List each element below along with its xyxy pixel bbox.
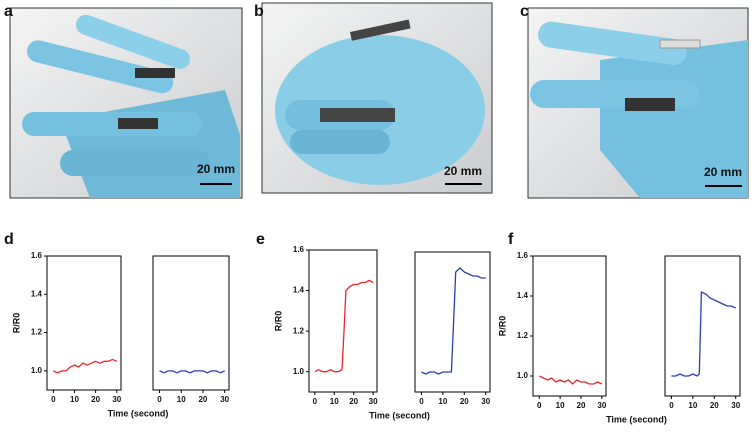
scale-bar-label: 20 mm <box>704 165 742 179</box>
x-tick-label: 0 <box>313 397 318 406</box>
x-tick-label: 10 <box>330 397 339 406</box>
x-tick-label: 0 <box>537 401 542 410</box>
x-tick-label: 10 <box>438 397 447 406</box>
y-tick-label: 1.2 <box>293 326 305 335</box>
y-axis-label: R/R0 <box>273 311 283 332</box>
panel-label: f <box>508 231 514 248</box>
x-tick-label: 30 <box>731 401 740 410</box>
y-tick-label: 1.6 <box>517 251 529 260</box>
x-tick-label: 10 <box>177 395 186 404</box>
x-tick-label: 30 <box>597 401 606 410</box>
plot-frame <box>46 255 122 391</box>
panel-label: e <box>256 231 265 248</box>
y-axis-label: R/R0 <box>497 316 507 337</box>
y-tick-label: 1.6 <box>31 251 43 260</box>
x-tick-label: 20 <box>710 401 719 410</box>
y-axis-label: R/R0 <box>11 313 21 334</box>
y-tick-label: 1.0 <box>293 367 305 376</box>
plot-frame <box>532 255 607 397</box>
x-tick-label: 30 <box>220 395 229 404</box>
panel-label: a <box>4 3 13 20</box>
x-tick-label: 20 <box>198 395 207 404</box>
x-axis-label: Time (second) <box>606 414 667 424</box>
y-tick-label: 1.4 <box>31 289 43 298</box>
photo-c <box>527 7 749 199</box>
x-tick-label: 0 <box>419 397 424 406</box>
y-tick-label: 1.4 <box>293 286 305 295</box>
scale-bar-label: 20 mm <box>444 164 482 178</box>
data-line <box>53 358 118 374</box>
y-tick-label: 1.2 <box>517 331 529 340</box>
x-tick-label: 20 <box>460 397 469 406</box>
y-tick-label: 1.6 <box>293 245 305 254</box>
plot-frame <box>414 251 491 393</box>
x-tick-label: 0 <box>157 395 162 404</box>
photo-b <box>261 2 493 194</box>
x-tick-label: 20 <box>349 397 358 406</box>
x-tick-label: 0 <box>669 401 674 410</box>
y-tick-label: 1.0 <box>31 366 43 375</box>
panel-label: c <box>520 3 529 20</box>
y-tick-label: 1.4 <box>517 291 529 300</box>
x-tick-label: 0 <box>51 395 56 404</box>
panel-label: b <box>254 3 264 20</box>
plot-frame <box>308 249 378 393</box>
y-tick-label: 1.2 <box>31 328 43 337</box>
panel-label: d <box>4 231 14 248</box>
x-axis-label: Time (second) <box>369 410 430 420</box>
x-tick-label: 30 <box>112 395 121 404</box>
data-line <box>539 375 603 385</box>
plot-frame <box>152 255 230 391</box>
x-tick-label: 10 <box>556 401 565 410</box>
y-tick-label: 1.0 <box>517 371 529 380</box>
photo-a <box>9 7 243 199</box>
x-tick-label: 30 <box>369 397 378 406</box>
x-tick-label: 30 <box>481 397 490 406</box>
data-line <box>159 370 225 374</box>
x-tick-label: 20 <box>577 401 586 410</box>
plot-frame <box>664 255 741 397</box>
data-line <box>314 279 374 373</box>
data-line <box>671 290 736 377</box>
x-axis-label: Time (second) <box>108 408 169 418</box>
scale-bar-label: 20 mm <box>197 162 235 176</box>
x-tick-label: 10 <box>688 401 697 410</box>
data-line <box>421 267 486 375</box>
x-tick-label: 10 <box>70 395 79 404</box>
x-tick-label: 20 <box>91 395 100 404</box>
